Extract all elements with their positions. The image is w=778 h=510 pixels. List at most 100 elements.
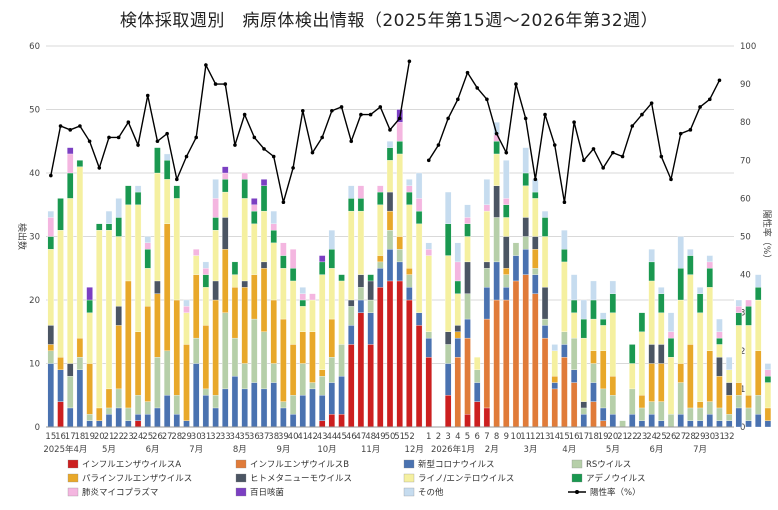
bar-segment: [212, 280, 219, 301]
bar-segment: [570, 337, 578, 371]
bar-segment: [396, 122, 403, 142]
bar-segment: [154, 172, 161, 282]
positivity-point: [271, 154, 276, 159]
bar-segment: [503, 160, 510, 199]
positivity-point: [426, 158, 431, 163]
bar-segment: [396, 141, 403, 155]
x-tick-label: 6: [475, 432, 480, 442]
bar-segment: [755, 395, 762, 415]
bar-segment: [726, 414, 733, 421]
bar-segment: [590, 280, 597, 301]
bar-segment: [47, 344, 54, 351]
bar-segment: [561, 344, 568, 358]
bar-segment: [570, 274, 578, 301]
month-label: 9月: [276, 445, 290, 455]
bar-segment: [115, 407, 122, 428]
bar-segment: [154, 356, 161, 409]
bar-segment: [425, 249, 432, 256]
bar-segment: [328, 356, 336, 383]
bar-segment: [212, 179, 219, 199]
bar-segment: [231, 376, 239, 428]
bar-segment: [134, 395, 142, 415]
bar-segment: [338, 274, 345, 282]
x-tick-label: 28: [171, 432, 182, 442]
bar-segment: [454, 331, 461, 339]
bar-segment: [716, 344, 723, 358]
bar-segment: [658, 344, 665, 364]
bar-segment: [270, 242, 277, 301]
month-label: 3月: [524, 445, 538, 455]
bar-segment: [241, 287, 248, 364]
bar-segment: [483, 261, 491, 269]
x-tick-label: 46: [346, 432, 357, 442]
bar-segment: [590, 299, 597, 320]
bar-segment: [386, 210, 394, 231]
bar-segment: [483, 179, 491, 205]
bar-segment: [474, 356, 481, 370]
x-tick-label: 39: [278, 432, 289, 442]
legend-swatch: [67, 473, 79, 483]
x-tick-label: 22: [113, 432, 124, 442]
bar-segment: [745, 407, 752, 421]
bar-segment: [677, 414, 684, 428]
legend-label: インフルエンザウイルスA: [82, 460, 181, 470]
x-tick-label: 25: [656, 432, 667, 442]
bar-segment: [76, 166, 84, 339]
bar-segment: [289, 414, 297, 428]
positivity-point: [359, 112, 363, 117]
bar-segment: [163, 160, 171, 180]
bar-segment: [386, 280, 394, 428]
bar-segment: [67, 376, 74, 409]
x-tick-label: 29: [181, 432, 192, 442]
bar-segment: [580, 299, 587, 320]
bar-segment: [541, 337, 549, 428]
bar-segment: [134, 331, 142, 396]
bar-segment: [154, 293, 161, 358]
bar-segment: [222, 388, 229, 428]
bar-segment: [105, 223, 113, 231]
bar-segment: [270, 363, 277, 383]
x-tick-label: 49: [375, 432, 386, 442]
bar-segment: [367, 280, 374, 301]
bar-segment: [328, 229, 336, 250]
bar-segment: [357, 274, 365, 288]
bar-segment: [532, 236, 539, 250]
bar-segment: [134, 420, 142, 428]
bar-segment: [415, 325, 423, 428]
bar-segment: [425, 337, 432, 358]
bar-segment: [377, 287, 384, 428]
bar-segment: [570, 312, 578, 339]
bar-segment: [105, 388, 113, 409]
bar-segment: [522, 236, 529, 250]
positivity-point: [407, 59, 412, 64]
x-tick-label: 10: [511, 432, 522, 442]
bar-segment: [357, 198, 365, 212]
positivity-point: [698, 105, 702, 109]
bar-segment: [144, 249, 151, 269]
bar-segment: [541, 318, 549, 326]
positivity-point: [330, 108, 334, 113]
legend-swatch: [67, 459, 79, 469]
bar-segment: [319, 420, 326, 428]
x-tick-label: 26: [666, 432, 677, 442]
bar-segment: [532, 268, 539, 275]
bar-segment: [386, 141, 394, 148]
bar-segment: [648, 344, 655, 364]
x-tick-label: 3: [445, 432, 450, 442]
month-label: 12月: [405, 445, 424, 455]
legend-swatch: [571, 459, 583, 469]
bar-segment: [454, 325, 461, 332]
bar-segment: [561, 356, 568, 428]
bar-segment: [183, 344, 190, 421]
bar-segment: [561, 229, 568, 250]
bar-segment: [319, 274, 326, 371]
bar-segment: [493, 299, 500, 428]
bar-segment: [134, 185, 142, 193]
bar-segment: [735, 407, 742, 428]
month-label: 5月: [606, 445, 620, 455]
positivity-point: [78, 124, 82, 128]
bar-segment: [474, 369, 481, 383]
bar-segment: [454, 261, 461, 282]
positivity-point: [562, 200, 567, 205]
positivity-point: [310, 150, 315, 155]
